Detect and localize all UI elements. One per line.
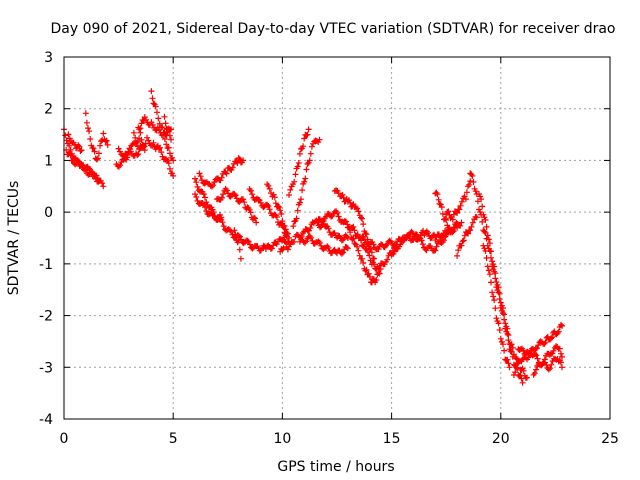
- x-tick-label: 10: [273, 431, 291, 447]
- data-point-track: [314, 208, 399, 273]
- y-tick-label: 1: [44, 153, 53, 169]
- x-tick-label: 15: [383, 431, 401, 447]
- data-point-track: [192, 191, 225, 223]
- data-point-track: [454, 213, 480, 259]
- x-tick-label: 20: [492, 431, 510, 447]
- y-tick-label: -4: [39, 412, 53, 428]
- y-tick-label: 2: [44, 102, 53, 118]
- data-point-track: [130, 129, 177, 179]
- data-point-track: [476, 191, 530, 381]
- y-axis-ticks: -4 -3 -2 -1 0 1 2 3: [39, 50, 610, 428]
- data-point-track: [231, 227, 244, 262]
- data-point-track: [196, 155, 247, 190]
- y-tick-label: 0: [44, 205, 53, 221]
- data-points: [61, 88, 565, 386]
- data-point-track: [264, 181, 292, 247]
- data-point-track: [344, 224, 384, 286]
- plot-frame: [63, 56, 611, 420]
- data-point-track: [286, 126, 312, 198]
- data-point-track: [480, 242, 513, 371]
- x-axis-ticks: 0 5 10 15 20 25: [60, 57, 619, 447]
- y-tick-label: -1: [39, 257, 53, 273]
- data-point-track: [467, 170, 526, 386]
- data-point-track: [82, 110, 111, 163]
- x-tick-label: 5: [169, 431, 178, 447]
- y-tick-label: -3: [39, 360, 53, 376]
- data-point-track: [161, 113, 174, 143]
- x-tick-label: 0: [60, 431, 69, 447]
- data-point-track: [290, 136, 323, 230]
- y-axis-label: SDTVAR / TECUs: [6, 181, 22, 296]
- x-tick-label: 25: [601, 431, 619, 447]
- x-axis-label: GPS time / hours: [277, 459, 394, 475]
- data-point-track: [443, 178, 474, 223]
- chart-title: Day 090 of 2021, Sidereal Day-to-day VTE…: [50, 21, 615, 37]
- data-point-track: [515, 321, 565, 363]
- data-point-track: [63, 147, 102, 185]
- y-tick-label: -2: [39, 309, 53, 325]
- data-point-track: [388, 219, 465, 258]
- data-point-track: [331, 187, 378, 262]
- data-point-track: [148, 88, 177, 164]
- data-point-track: [213, 185, 260, 226]
- y-tick-label: 3: [44, 50, 53, 66]
- data-point-track: [65, 131, 85, 154]
- data-point-track: [530, 343, 565, 378]
- data-point-track: [296, 233, 351, 257]
- data-point-track: [246, 186, 292, 241]
- data-point-track: [432, 189, 452, 231]
